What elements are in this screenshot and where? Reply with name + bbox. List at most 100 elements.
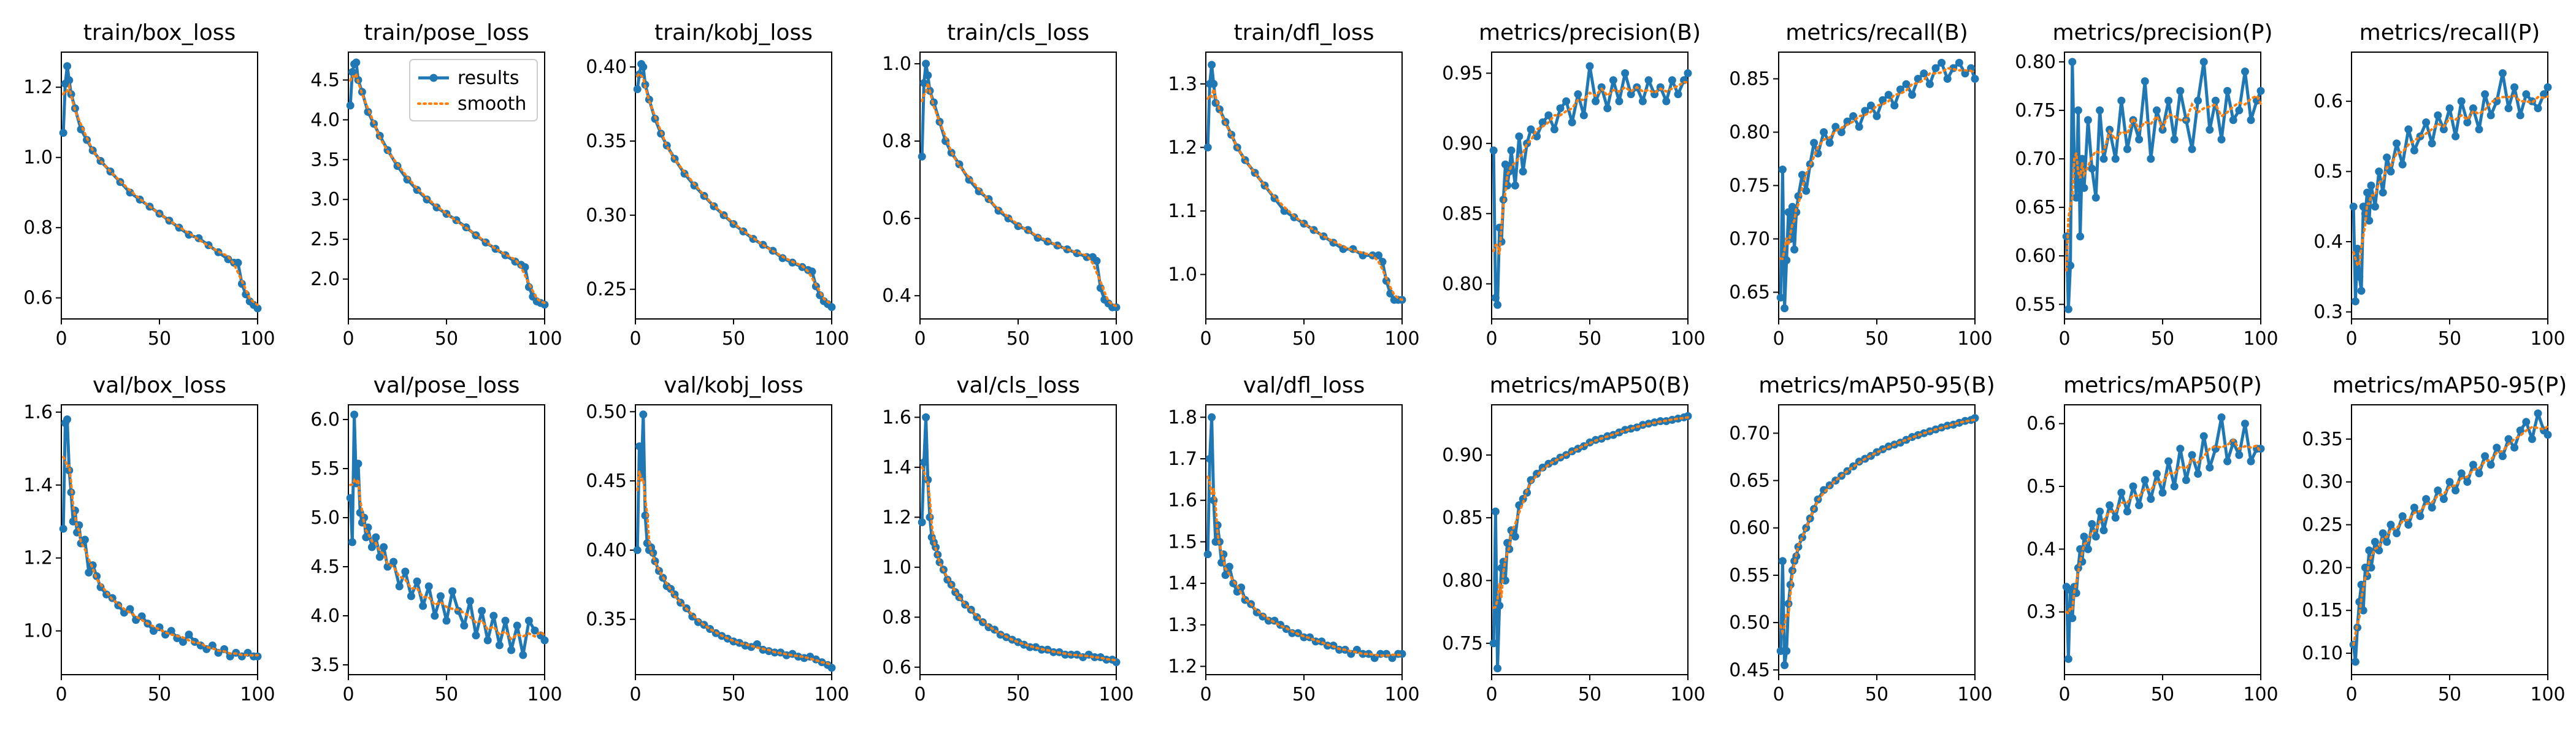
- y-tick-label: 3.5: [310, 654, 340, 676]
- data-point: [1574, 90, 1582, 99]
- data-point: [346, 494, 355, 502]
- x-tick-label: 0: [55, 328, 67, 350]
- y-tick-label: 0.65: [1729, 282, 1770, 304]
- data-point: [1938, 58, 1946, 67]
- chart-title: metrics/mAP50(P): [2063, 373, 2262, 398]
- data-point: [253, 304, 262, 313]
- data-point: [1585, 62, 1594, 71]
- y-tick-label: 4.0: [310, 605, 340, 627]
- x-tick-label: 50: [1865, 328, 1888, 350]
- x-tick-label: 0: [1485, 684, 1497, 705]
- chart-metrics-recall-p: metrics/recall(P) 0 50 100 0.3 0.4 0.5 0.6: [2313, 20, 2565, 350]
- data-point: [1515, 132, 1524, 140]
- data-point: [63, 415, 72, 424]
- smooth-line: [2065, 94, 2262, 272]
- y-tick-label: 0.70: [2015, 148, 2056, 170]
- data-point: [2111, 155, 2120, 163]
- data-point: [2064, 654, 2072, 663]
- data-point: [1684, 69, 1692, 77]
- data-point: [2068, 58, 2077, 66]
- data-point: [126, 188, 134, 197]
- data-point: [2383, 537, 2391, 546]
- data-point: [2353, 245, 2362, 253]
- data-point: [1507, 146, 1516, 155]
- data-point: [2076, 232, 2085, 241]
- data-point: [2217, 135, 2226, 144]
- plot-frame: [919, 52, 1117, 320]
- smooth-line: [636, 71, 833, 305]
- y-tick-label: 0.55: [2015, 294, 2056, 315]
- data-point: [2504, 104, 2513, 113]
- data-point: [1562, 97, 1571, 105]
- data-point: [1790, 245, 1799, 254]
- data-point: [59, 524, 67, 533]
- data-point: [2355, 272, 2364, 281]
- chart-title: val/pose_loss: [374, 373, 520, 398]
- chart-title: train/pose_loss: [364, 20, 529, 45]
- y-tick-label: 0.5: [2026, 476, 2056, 497]
- data-point: [2357, 286, 2366, 295]
- y-tick-label: 2.0: [310, 269, 340, 290]
- data-point: [2371, 537, 2379, 546]
- data-point: [350, 410, 359, 419]
- chart-metrics-precision-p: metrics/precision(P) 0 50 100 0.55 0.60 0.65 0.…: [2015, 20, 2278, 350]
- data-point: [2176, 445, 2185, 453]
- y-tick-label: 3.0: [310, 189, 340, 210]
- data-point: [2349, 202, 2358, 211]
- y-tick-label: 1.0: [23, 621, 53, 642]
- data-point: [2510, 83, 2519, 91]
- data-point: [407, 592, 415, 600]
- legend: results smooth: [409, 59, 538, 121]
- data-point: [2516, 111, 2524, 120]
- y-tick-label: 0.80: [2015, 52, 2056, 73]
- data-point: [1359, 650, 1367, 658]
- data-point: [2091, 193, 2100, 202]
- data-point: [1203, 143, 1212, 151]
- data-point: [918, 518, 926, 526]
- data-point: [1491, 507, 1500, 516]
- data-point: [2351, 297, 2359, 305]
- y-tick-label: 0.75: [2015, 100, 2056, 121]
- x-tick-label: 0: [2058, 328, 2070, 350]
- data-point: [1579, 111, 1588, 120]
- chart-title: val/kobj_loss: [664, 373, 803, 398]
- data-point: [1644, 76, 1653, 85]
- data-point: [1884, 91, 1893, 99]
- chart-metrics-map50-95-b: metrics/mAP50-95(B) 0 50 100 0.45 0.50 0.55 0.6…: [1729, 373, 1995, 705]
- data-point: [501, 616, 510, 625]
- x-tick-label: 50: [435, 684, 458, 705]
- x-tick-label: 50: [1006, 328, 1030, 350]
- x-tick-label: 50: [2438, 684, 2461, 705]
- data-point: [1491, 294, 1500, 302]
- y-tick-label: 5.5: [310, 458, 340, 480]
- y-tick-label: 0.6: [882, 208, 911, 229]
- data-point: [778, 254, 787, 263]
- x-tick-label: 50: [2438, 328, 2461, 350]
- data-point: [1925, 80, 1934, 88]
- data-point: [2463, 118, 2472, 126]
- data-point: [975, 187, 983, 196]
- data-point: [2117, 488, 2126, 497]
- data-point: [59, 129, 67, 137]
- data-point: [1209, 80, 1218, 88]
- y-tick-label: 0.50: [1729, 612, 1770, 634]
- data-point: [2416, 512, 2425, 521]
- data-point: [2141, 476, 2149, 485]
- y-tick-label: 4.5: [310, 69, 340, 91]
- y-tick-label: 0.65: [2015, 197, 2056, 218]
- chart-title: train/box_loss: [83, 20, 236, 45]
- y-tick-label: 0.5: [2313, 161, 2343, 183]
- data-point: [1776, 646, 1785, 655]
- data-point: [1493, 301, 1502, 309]
- plot-frame: [635, 404, 832, 675]
- y-tick-label: 0.65: [1729, 470, 1770, 492]
- x-tick-label: 0: [2058, 684, 2070, 705]
- data-point: [2091, 532, 2100, 541]
- y-tick-label: 1.6: [23, 402, 53, 423]
- x-tick-label: 0: [342, 684, 354, 705]
- x-tick-label: 0: [342, 328, 354, 350]
- data-point: [633, 85, 642, 93]
- data-point: [2123, 145, 2131, 153]
- chart-train-box-loss: train/box_loss 0 50 100 0.6 0.8 1.0 1.2: [23, 20, 275, 350]
